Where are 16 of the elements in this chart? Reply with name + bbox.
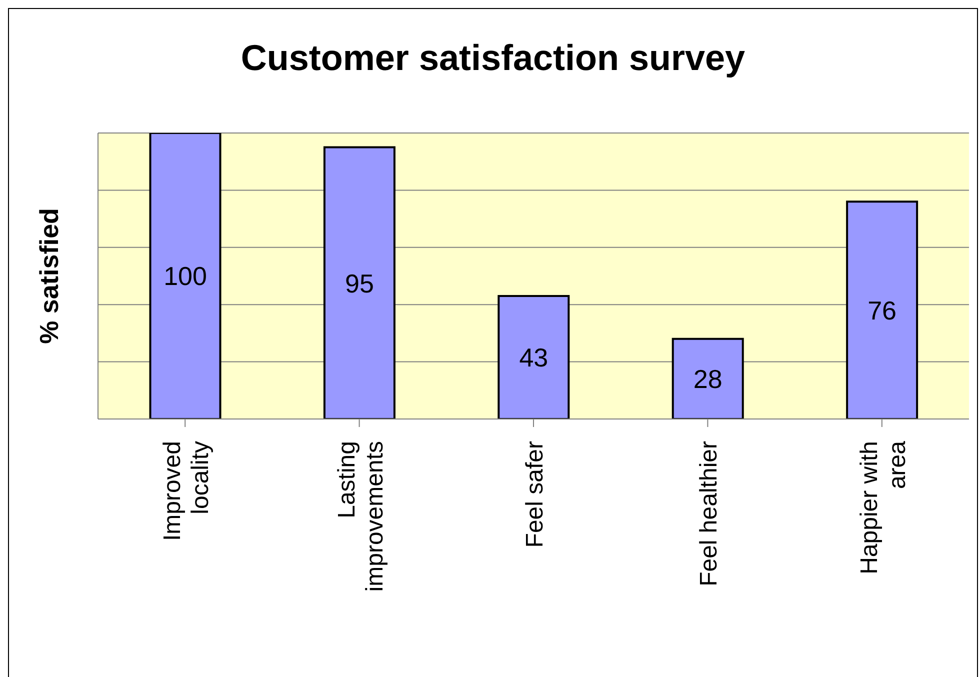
bar bbox=[672, 338, 744, 419]
y-axis-title: % satisfied bbox=[34, 208, 64, 344]
data-label: 43 bbox=[519, 342, 548, 373]
bar bbox=[498, 295, 570, 419]
data-label: 76 bbox=[868, 296, 897, 326]
x-tick-label: Feel safer bbox=[522, 441, 548, 548]
data-label: 95 bbox=[345, 268, 374, 298]
bar bbox=[323, 146, 396, 419]
data-label: 28 bbox=[693, 364, 722, 394]
data-label: 100 bbox=[164, 261, 207, 292]
bar bbox=[149, 133, 222, 419]
bar bbox=[846, 200, 918, 419]
x-tick-label: Improved locality bbox=[159, 441, 214, 542]
x-tick-label: Feel healthier bbox=[696, 440, 723, 586]
x-tick-label: Happier with area bbox=[856, 440, 911, 574]
chart-title: Customer satisfaction survey bbox=[240, 37, 746, 79]
